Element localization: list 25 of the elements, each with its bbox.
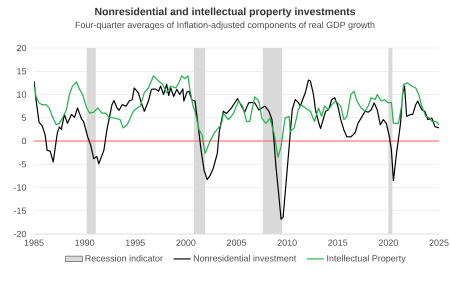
y-tick-label: -15 bbox=[14, 208, 26, 214]
x-tick-label: 1990 bbox=[75, 240, 94, 246]
x-tick-label: 2020 bbox=[378, 240, 398, 246]
x-tick-label: 1995 bbox=[126, 240, 145, 246]
legend-label: Nonresidential investment bbox=[194, 254, 296, 262]
line-series bbox=[34, 75, 440, 158]
chart-title: Nonresidential and intellectual property investments bbox=[95, 8, 356, 18]
x-tick-label: 2000 bbox=[176, 240, 196, 246]
y-tick-label: 15 bbox=[17, 68, 26, 74]
legend-label: Intellectual Property bbox=[327, 254, 406, 264]
y-tick-label: 0 bbox=[22, 138, 26, 144]
y-tick-label: 5 bbox=[22, 114, 26, 121]
line-series bbox=[34, 79, 440, 220]
chart-subtitle: Four-quarter averages of Inflation-adjusted components of real GDP growth bbox=[76, 22, 374, 30]
x-tick-label: 2025 bbox=[429, 240, 449, 246]
y-tick-label: -10 bbox=[14, 184, 26, 191]
x-tick-label: 2015 bbox=[328, 240, 348, 246]
x-tick-label: 2010 bbox=[278, 240, 297, 246]
x-tick-label: 1985 bbox=[24, 240, 44, 246]
y-tick-label: -5 bbox=[18, 161, 26, 168]
x-tick-label: 2005 bbox=[226, 240, 246, 246]
y-tick-label: 20 bbox=[16, 44, 26, 52]
legend-label: Recession indicator bbox=[85, 254, 163, 262]
y-tick-label: 10 bbox=[17, 91, 26, 98]
y-tick-label: -20 bbox=[14, 230, 26, 238]
